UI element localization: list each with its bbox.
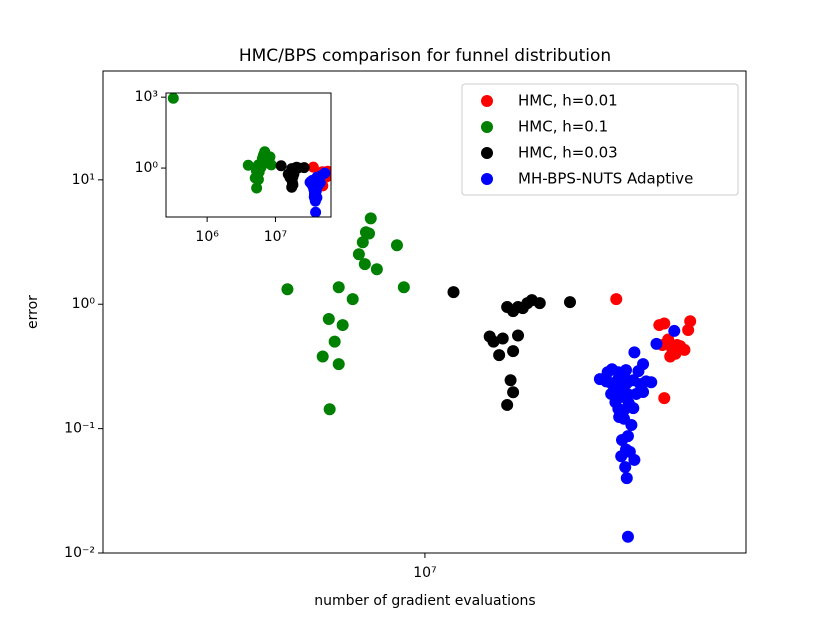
point	[512, 329, 525, 342]
point	[323, 403, 336, 416]
point	[316, 350, 329, 363]
legend-marker	[481, 147, 493, 159]
point	[612, 366, 625, 379]
point	[507, 345, 520, 358]
inset-frame	[165, 92, 332, 218]
point	[658, 317, 671, 330]
point	[286, 181, 298, 193]
inset-plot	[167, 93, 331, 217]
point	[336, 319, 349, 332]
point	[332, 281, 345, 294]
legend-marker	[481, 121, 493, 133]
point	[612, 402, 625, 415]
y-tick-label: 10⁰	[72, 296, 96, 312]
point	[678, 343, 691, 356]
point	[332, 358, 345, 371]
point	[619, 461, 632, 474]
point	[356, 236, 369, 249]
point	[622, 397, 635, 410]
y-axis-label: error	[25, 295, 41, 329]
y-tick-label: 10⁻¹	[64, 421, 95, 437]
point	[645, 376, 658, 389]
legend: HMC, h=0.01 HMC, h=0.1 HMC, h=0.03 MH-BPS-N…	[461, 83, 739, 196]
point	[593, 373, 606, 386]
inset-background	[166, 93, 331, 217]
y-tick-label: 10³	[135, 89, 158, 105]
point	[623, 445, 636, 458]
point	[628, 346, 641, 359]
point	[507, 386, 520, 399]
y-tick-label: 10¹	[72, 172, 95, 188]
point	[364, 212, 377, 225]
point	[265, 159, 277, 171]
legend-label: MH-BPS-NUTS Adaptive	[518, 170, 693, 188]
legend-box	[461, 83, 739, 196]
point	[504, 374, 517, 387]
x-axis-label: number of gradient evaluations	[314, 593, 535, 609]
point	[167, 93, 179, 104]
legend-marker	[481, 173, 493, 185]
x-tick-label: 10⁷	[413, 565, 436, 581]
point	[493, 349, 506, 362]
point	[668, 324, 681, 337]
point	[650, 337, 663, 350]
x-tick-label: 10⁷	[264, 229, 287, 245]
y-tick-label: 10⁰	[135, 160, 159, 176]
point	[658, 392, 671, 405]
chart-title: HMC/BPS comparison for funnel distributi…	[239, 46, 611, 66]
point	[618, 412, 631, 425]
point	[281, 283, 294, 296]
point	[621, 430, 634, 443]
point	[370, 263, 383, 276]
point	[322, 313, 335, 326]
point	[621, 530, 634, 543]
point	[397, 281, 410, 294]
point	[319, 167, 331, 179]
legend-marker	[481, 95, 493, 107]
point	[605, 387, 618, 400]
point	[487, 335, 500, 348]
point	[328, 335, 341, 348]
point	[275, 160, 287, 172]
point	[352, 248, 365, 261]
point	[252, 173, 264, 185]
point	[496, 332, 509, 345]
legend-label: HMC, h=0.03	[518, 144, 618, 162]
x-tick-label: 10⁶	[195, 229, 219, 245]
legend-label: HMC, h=0.1	[518, 118, 608, 136]
point	[533, 297, 546, 310]
point	[637, 385, 650, 398]
point	[298, 162, 310, 174]
point	[627, 374, 640, 387]
point	[669, 347, 682, 360]
point	[312, 175, 324, 187]
y-tick-label: 10⁻²	[64, 545, 95, 561]
point	[610, 293, 623, 306]
point	[563, 296, 576, 309]
point	[346, 293, 359, 306]
point	[307, 161, 319, 173]
point	[242, 159, 254, 171]
point	[620, 472, 633, 485]
point	[251, 182, 263, 194]
point	[390, 239, 403, 252]
main-plot	[281, 212, 697, 543]
point	[363, 227, 376, 240]
point	[501, 398, 514, 411]
legend-label: HMC, h=0.01	[518, 92, 618, 110]
point	[632, 365, 645, 378]
point	[310, 206, 322, 217]
point	[447, 286, 460, 299]
point	[310, 190, 322, 202]
point	[684, 315, 697, 328]
point	[358, 258, 371, 271]
